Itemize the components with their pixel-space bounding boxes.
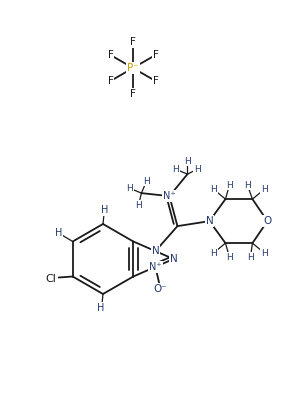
Text: O⁻: O⁻ (154, 284, 167, 294)
Text: F: F (152, 50, 159, 60)
Text: N: N (170, 254, 178, 264)
Text: N: N (206, 216, 213, 226)
Text: N⁺: N⁺ (149, 262, 162, 272)
Text: H: H (126, 184, 133, 193)
Text: H: H (55, 228, 63, 239)
Text: H: H (194, 164, 201, 174)
Text: F: F (130, 37, 136, 47)
Text: H: H (261, 185, 268, 194)
Text: H: H (97, 303, 105, 313)
Text: F: F (108, 50, 113, 60)
Text: N⁺: N⁺ (163, 191, 176, 201)
Text: Cl: Cl (45, 274, 56, 284)
Text: H: H (135, 201, 142, 210)
Text: H: H (261, 249, 268, 258)
Text: F: F (152, 76, 159, 86)
Text: H: H (172, 164, 179, 174)
Text: O: O (263, 216, 271, 226)
Text: F: F (130, 89, 136, 99)
Text: H: H (247, 253, 254, 262)
Text: H: H (143, 177, 150, 186)
Text: P⁻: P⁻ (127, 63, 139, 73)
Text: H: H (101, 205, 109, 215)
Text: H: H (226, 181, 233, 190)
Text: H: H (244, 181, 251, 190)
Text: F: F (108, 76, 113, 86)
Text: H: H (184, 157, 191, 166)
Text: N: N (152, 246, 159, 256)
Text: H: H (210, 185, 217, 194)
Text: H: H (226, 253, 233, 262)
Text: H: H (210, 249, 217, 258)
